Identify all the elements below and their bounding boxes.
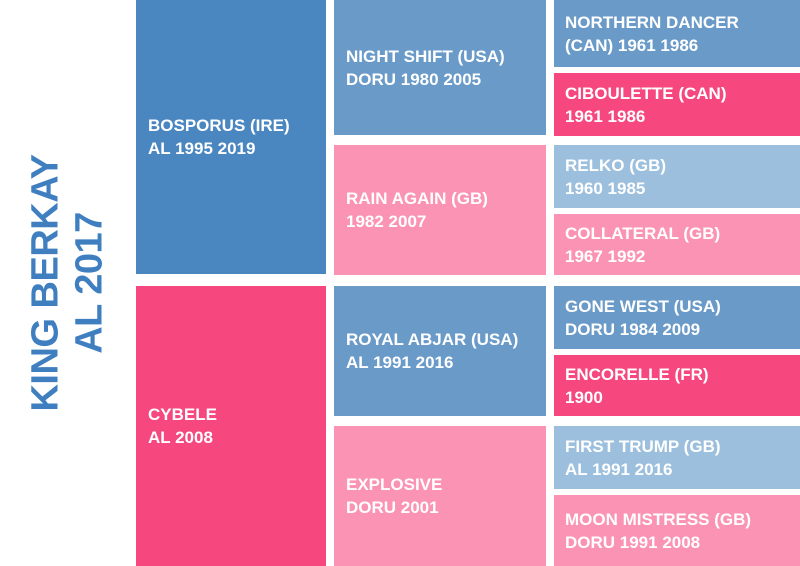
dam-sire-name: ROYAL ABJAR (USA) <box>346 330 519 349</box>
sire-info: AL 1995 2019 <box>148 139 256 158</box>
ddd-name: MOON MISTRESS (GB) <box>565 509 752 529</box>
dds-name: FIRST TRUMP (GB) <box>565 436 721 456</box>
pedigree-dam-sire: ROYAL ABJAR (USA) AL 1991 2016 <box>334 286 546 416</box>
pedigree-sire: BOSPORUS (IRE) AL 1995 2019 <box>136 0 326 274</box>
dss-name: GONE WEST (USA) <box>565 296 721 316</box>
pedigree-dam-dam: EXPLOSIVE DORU 2001 <box>334 426 546 566</box>
horse-name: KING BERKAY <box>25 154 67 412</box>
horse-info: AL 2017 <box>69 212 111 354</box>
dsd-name: ENCORELLE (FR) <box>565 364 709 384</box>
pedigree-ssd: CIBOULETTE (CAN) 1961 1986 <box>554 73 800 136</box>
sire-sire-name: NIGHT SHIFT (USA) <box>346 46 505 66</box>
pedigree-sss: NORTHERN DANCER (CAN) 1961 1986 <box>554 0 800 67</box>
dam-info: AL 2008 <box>148 428 213 447</box>
pedigree-sire-dam: RAIN AGAIN (GB) 1982 2007 <box>334 145 546 275</box>
pedigree-ddd: MOON MISTRESS (GB) DORU 1991 2008 <box>554 495 800 566</box>
dds-info: AL 1991 2016 <box>565 459 673 479</box>
sire-dam-info: 1982 2007 <box>346 212 427 231</box>
dsd-info: 1900 <box>565 387 603 407</box>
sire-name: BOSPORUS (IRE) <box>148 116 290 135</box>
sss-name: NORTHERN DANCER <box>565 12 739 32</box>
pedigree-dam: CYBELE AL 2008 <box>136 286 326 566</box>
ssd-info: 1961 1986 <box>565 106 646 126</box>
dam-name: CYBELE <box>148 405 217 424</box>
pedigree-dss: GONE WEST (USA) DORU 1984 2009 <box>554 286 800 349</box>
ddd-info: DORU 1991 2008 <box>565 532 701 552</box>
dam-sire-info: AL 1991 2016 <box>346 353 454 372</box>
sdd-name: COLLATERAL (GB) <box>565 223 721 243</box>
sire-sire-info: DORU 1980 2005 <box>346 69 482 89</box>
dam-dam-name: EXPLOSIVE <box>346 475 443 494</box>
horse-title-text: KING BERKAY AL 2017 <box>24 154 112 411</box>
pedigree-sire-sire: NIGHT SHIFT (USA) DORU 1980 2005 <box>334 0 546 135</box>
sss-info: (CAN) 1961 1986 <box>565 35 699 55</box>
dss-info: DORU 1984 2009 <box>565 319 701 339</box>
horse-title: KING BERKAY AL 2017 <box>0 0 136 566</box>
sds-info: 1960 1985 <box>565 178 646 198</box>
pedigree-sdd: COLLATERAL (GB) 1967 1992 <box>554 214 800 275</box>
pedigree-sds: RELKO (GB) 1960 1985 <box>554 145 800 208</box>
sire-dam-name: RAIN AGAIN (GB) <box>346 189 488 208</box>
pedigree-dsd: ENCORELLE (FR) 1900 <box>554 355 800 416</box>
ssd-name: CIBOULETTE (CAN) <box>565 83 727 103</box>
sdd-info: 1967 1992 <box>565 246 646 266</box>
dam-dam-info: DORU 2001 <box>346 498 439 517</box>
sds-name: RELKO (GB) <box>565 155 667 175</box>
pedigree-dds: FIRST TRUMP (GB) AL 1991 2016 <box>554 426 800 489</box>
